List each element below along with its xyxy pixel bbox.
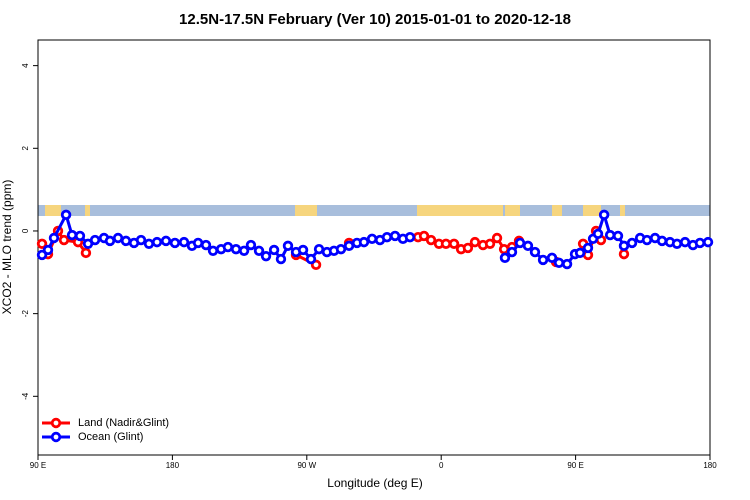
point (448, 238, 460, 249)
point (143, 238, 155, 249)
point (491, 232, 503, 244)
point (582, 242, 594, 254)
x-tick-label: 90 W (297, 461, 316, 470)
point (112, 232, 124, 244)
point (358, 236, 370, 248)
point (230, 243, 242, 255)
point (381, 231, 393, 243)
point (404, 231, 416, 243)
point (440, 238, 452, 249)
plot-frame (37, 39, 711, 456)
map-strip (38, 205, 710, 216)
point (366, 233, 378, 245)
point (537, 254, 549, 266)
point (702, 236, 714, 248)
point (694, 237, 706, 249)
point (604, 229, 616, 241)
point (222, 241, 234, 253)
point (626, 237, 638, 249)
point (462, 242, 474, 254)
point (522, 240, 534, 252)
point (498, 243, 510, 255)
chart-title: 12.5N-17.5N February (Ver 10) 2015-01-01… (179, 11, 571, 28)
point (260, 250, 272, 262)
point (207, 245, 219, 257)
point (282, 240, 294, 252)
point (89, 234, 101, 246)
y-tick-label: 0 (21, 228, 30, 233)
point (343, 240, 355, 252)
point (58, 234, 70, 246)
point (104, 235, 116, 247)
point (66, 229, 78, 241)
legend-marker (50, 431, 62, 443)
y-tick-label: 2 (21, 146, 30, 151)
y-tick-label: -4 (21, 392, 30, 400)
point (80, 247, 92, 259)
point (178, 236, 190, 248)
point (253, 245, 265, 257)
point (514, 237, 526, 249)
point (592, 228, 604, 240)
point (641, 234, 653, 246)
point (74, 230, 86, 242)
point (36, 238, 48, 249)
series (36, 209, 714, 270)
point (313, 243, 325, 255)
y-axis-label: XCO2 - MLO trend (ppm) (0, 180, 14, 315)
y-tick-label: 4 (21, 63, 30, 68)
legend-label: Ocean (Glint) (78, 431, 143, 443)
x-tick-label: 0 (439, 461, 444, 470)
point (546, 252, 558, 264)
x-tick-label: 180 (703, 461, 717, 470)
point (425, 234, 437, 246)
point (120, 235, 132, 247)
point (561, 258, 573, 270)
point (160, 235, 172, 247)
point (60, 209, 72, 221)
y-tick-label: -2 (21, 310, 30, 318)
x-tick-label: 90 E (567, 461, 583, 470)
point (192, 237, 204, 249)
point (238, 245, 250, 257)
point (553, 257, 565, 268)
point (275, 253, 287, 265)
point (418, 230, 430, 242)
point (335, 243, 347, 255)
point (135, 234, 147, 246)
point (671, 238, 683, 249)
point (612, 230, 624, 242)
point (42, 244, 54, 256)
point (574, 247, 586, 259)
x-axis-label: Longitude (deg E) (327, 476, 422, 490)
x-tick-label: 90 E (30, 461, 46, 470)
point (48, 232, 60, 244)
point (529, 246, 541, 258)
point (169, 237, 181, 249)
point (598, 209, 610, 221)
point (389, 230, 401, 242)
point (618, 240, 630, 252)
legend-label: Land (Nadir&Glint) (78, 417, 169, 429)
point (618, 248, 630, 260)
point (297, 244, 309, 256)
point (268, 244, 280, 256)
point (245, 239, 257, 251)
point (305, 253, 317, 265)
point (151, 236, 163, 248)
point (469, 236, 481, 248)
point (484, 238, 496, 249)
point (200, 239, 212, 251)
legend-marker (50, 417, 62, 429)
point (499, 252, 511, 264)
point (656, 235, 668, 247)
point (679, 236, 691, 248)
point (506, 246, 518, 258)
x-tick-label: 180 (166, 461, 180, 470)
